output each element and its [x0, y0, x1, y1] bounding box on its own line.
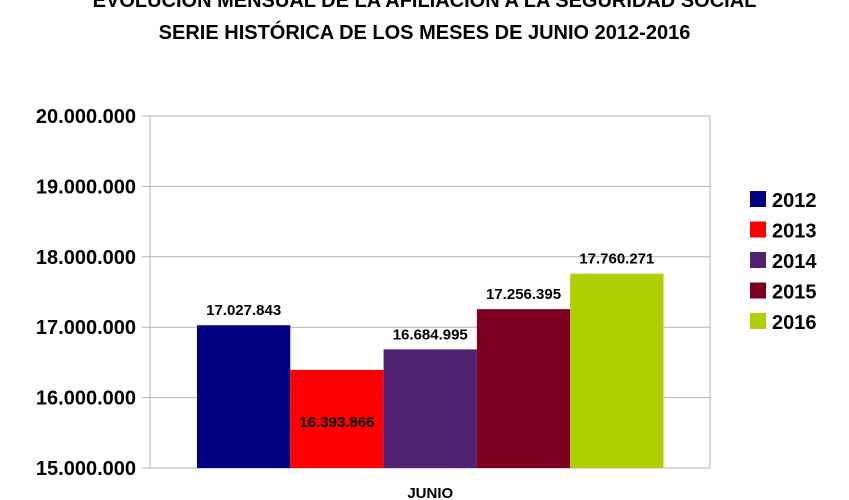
legend-swatch-2013: [750, 221, 766, 238]
chart-title: EVOLUCIÓN MENSUAL DE LA AFILIACIÓN A LA …: [92, 0, 757, 12]
bar-2013: [290, 369, 384, 468]
bar-2016: [570, 273, 664, 468]
y-tick-label-5: 20.000.000: [36, 106, 136, 128]
bar-2015: [476, 309, 571, 468]
legend-swatch-2015: [750, 282, 766, 299]
legend-label-2015: 2015: [772, 282, 817, 304]
y-tick-label-4: 19.000.000: [36, 176, 136, 198]
legend-label-2013: 2013: [772, 221, 817, 243]
data-label-2015: 17.256.395: [486, 286, 561, 303]
data-label-2014: 16.684.995: [393, 326, 468, 343]
data-label-2012: 17.027.843: [206, 302, 281, 319]
legend-label-2012: 2012: [772, 190, 817, 212]
chart-subtitle: SERIE HISTÓRICA DE LOS MESES DE JUNIO 20…: [158, 22, 691, 44]
data-label-2013: 16.393.866: [299, 414, 374, 431]
y-tick-label-0: 15.000.000: [36, 458, 136, 480]
legend-label-2016: 2016: [772, 312, 817, 334]
bar-2014: [383, 349, 477, 468]
legend-swatch-2016: [750, 313, 766, 329]
y-tick-label-2: 17.000.000: [36, 317, 136, 339]
x-category-label: JUNIO: [407, 485, 453, 500]
y-tick-label-3: 18.000.000: [36, 247, 136, 269]
legend-swatch-2014: [750, 252, 766, 268]
y-tick-label-1: 16.000.000: [36, 388, 136, 410]
legend-label-2014: 2014: [772, 251, 817, 273]
bar-2012: [197, 325, 291, 468]
data-label-2016: 17.760.271: [579, 251, 654, 268]
legend-swatch-2012: [750, 191, 766, 207]
